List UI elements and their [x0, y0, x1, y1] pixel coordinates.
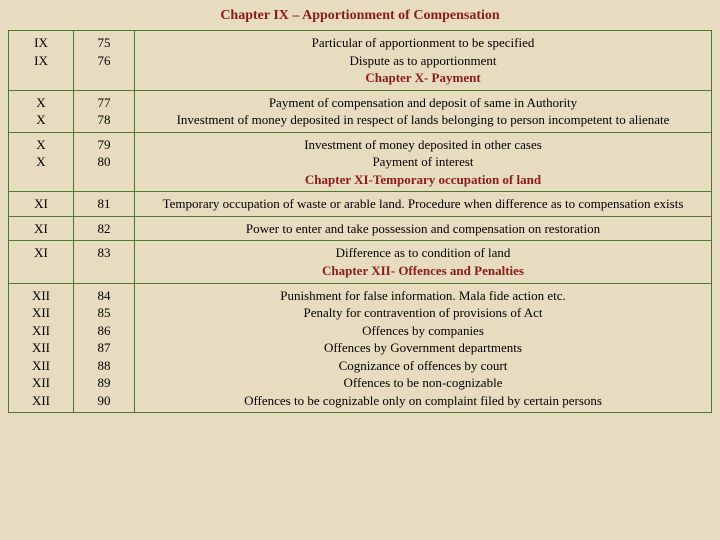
chapter-title: Chapter IX – Apportionment of Compensati…	[8, 8, 712, 24]
chapter-cell: XI	[9, 192, 74, 217]
section-text: Offences to be cognizable only on compla…	[244, 393, 602, 408]
section-text: Penalty for contravention of provisions …	[303, 305, 542, 320]
section-number-cell: 83	[74, 241, 135, 283]
section-text: Investment of money deposited in other c…	[304, 137, 542, 152]
sections-table: IXIX7576 Particular of apportionment to b…	[8, 30, 712, 413]
description-cell: Punishment for false information. Mala f…	[135, 283, 712, 413]
chapter-cell: XX	[9, 132, 74, 192]
section-heading: Chapter XII- Offences and Penalties	[322, 263, 524, 278]
table-row: XI82 Power to enter and take possession a…	[9, 216, 712, 241]
table-row: XIIXIIXIIXIIXIIXIIXII84858687888990 Punis…	[9, 283, 712, 413]
chapter-cell: XI	[9, 216, 74, 241]
section-number-cell: 7576	[74, 31, 135, 91]
table-row: XI83 Difference as to condition of land Ch…	[9, 241, 712, 283]
section-text: Offences to be non-cognizable	[344, 375, 503, 390]
section-number-cell: 81	[74, 192, 135, 217]
description-cell: Temporary occupation of waste or arable …	[135, 192, 712, 217]
section-number-cell: 7980	[74, 132, 135, 192]
section-text: Payment of compensation and deposit of s…	[269, 95, 577, 110]
section-text: Particular of apportionment to be specif…	[312, 35, 535, 50]
chapter-cell: XIIXIIXIIXIIXIIXIIXII	[9, 283, 74, 413]
chapter-cell: IXIX	[9, 31, 74, 91]
table-row: XX7778 Payment of compensation and deposi…	[9, 90, 712, 132]
document-page: Chapter IX – Apportionment of Compensati…	[0, 0, 720, 540]
description-cell: Power to enter and take possession and c…	[135, 216, 712, 241]
section-text: Power to enter and take possession and c…	[246, 221, 600, 236]
description-cell: Payment of compensation and deposit of s…	[135, 90, 712, 132]
section-text: Difference as to condition of land	[336, 245, 511, 260]
section-text: Payment of interest	[372, 154, 473, 169]
section-number-cell: 7778	[74, 90, 135, 132]
chapter-cell: XX	[9, 90, 74, 132]
section-heading: Chapter XI-Temporary occupation of land	[305, 172, 541, 187]
section-text: Investment of money deposited in respect…	[177, 112, 670, 127]
section-text: Cognizance of offences by court	[339, 358, 508, 373]
section-text: Dispute as to apportionment	[350, 53, 497, 68]
description-cell: Difference as to condition of land Chapte…	[135, 241, 712, 283]
table-row: XI81 Temporary occupation of waste or ara…	[9, 192, 712, 217]
section-text: Offences by companies	[362, 323, 484, 338]
description-cell: Particular of apportionment to be specif…	[135, 31, 712, 91]
table-row: XX7980 Investment of money deposited in o…	[9, 132, 712, 192]
description-cell: Investment of money deposited in other c…	[135, 132, 712, 192]
section-heading: Chapter X- Payment	[365, 70, 480, 85]
chapter-cell: XI	[9, 241, 74, 283]
section-number-cell: 82	[74, 216, 135, 241]
section-number-cell: 84858687888990	[74, 283, 135, 413]
section-text: Punishment for false information. Mala f…	[280, 288, 566, 303]
table-row: IXIX7576 Particular of apportionment to b…	[9, 31, 712, 91]
section-text: Temporary occupation of waste or arable …	[163, 196, 684, 211]
section-text: Offences by Government departments	[324, 340, 522, 355]
